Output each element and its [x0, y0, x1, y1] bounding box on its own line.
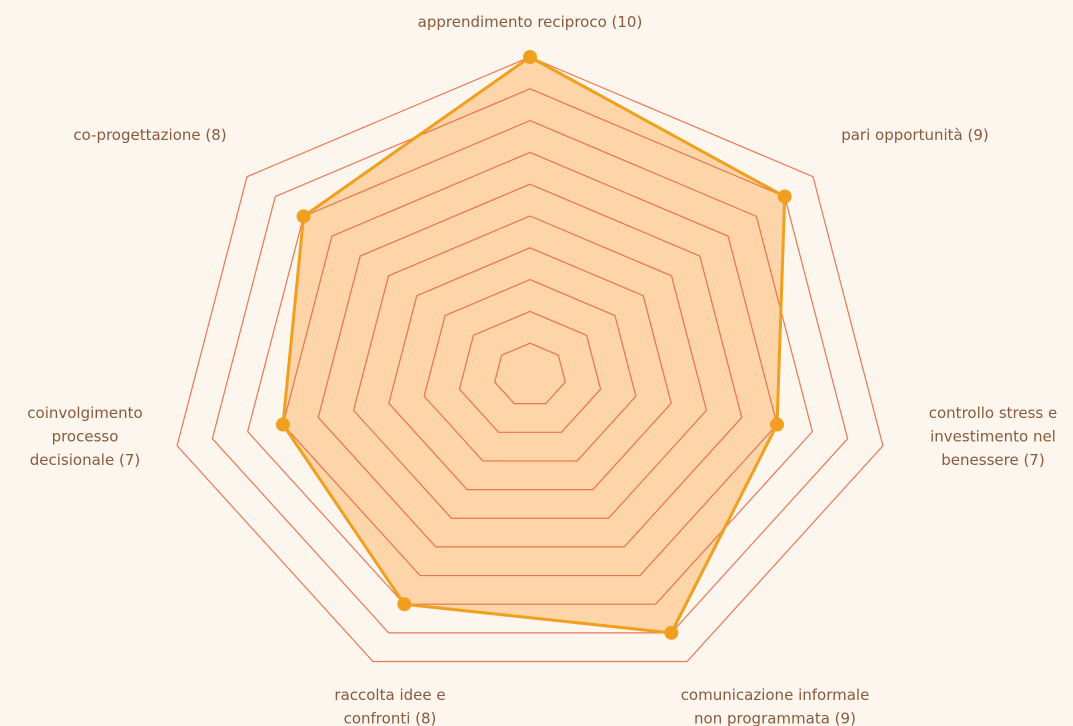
axis-label: raccolta idee e confronti (8)	[334, 686, 445, 726]
axis-label-line: coinvolgimento	[27, 404, 142, 422]
axis-label-line: confronti (8)	[344, 709, 437, 726]
axis-label-line: controllo stress e	[929, 404, 1058, 422]
grid-ring	[423, 278, 637, 462]
data-point	[523, 50, 537, 64]
axis-label-line: co-progettazione (8)	[73, 126, 226, 144]
data-point	[397, 597, 412, 612]
axis-label-line: pari opportunità (9)	[841, 126, 989, 144]
data-line	[281, 55, 787, 635]
axis-label-line: investimento nel	[930, 427, 1056, 445]
axis-label-line: comunicazione informale	[681, 686, 870, 704]
axis-label: controllo stress e investimento nel beness…	[929, 404, 1058, 469]
axis-label-line: processo	[52, 427, 119, 445]
axis-label-line: benessere (7)	[941, 451, 1044, 469]
axis-label-line: apprendimento reciproco (10)	[418, 13, 643, 31]
grid-ring	[246, 119, 814, 605]
axis-label: pari opportunità (9)	[841, 126, 989, 144]
grid-ring	[458, 310, 602, 433]
axis-label: apprendimento reciproco (10)	[418, 13, 643, 31]
axis-label: comunicazione informale non programmata (…	[681, 686, 870, 726]
grid-ring	[176, 56, 884, 663]
axis-label-line: raccolta idee e	[334, 686, 445, 704]
grid-ring	[282, 151, 778, 577]
axis-label: co-progettazione (8)	[73, 126, 226, 144]
grid-ring	[352, 215, 708, 519]
data-point	[275, 417, 290, 432]
grid-ring	[388, 247, 672, 491]
axis-label-line: non programmata (9)	[694, 709, 856, 726]
data-point	[296, 209, 311, 224]
axis-label-line: decisionale (7)	[30, 451, 140, 469]
axis-label: coinvolgimento processo decisionale (7)	[27, 404, 142, 469]
data-point	[770, 417, 785, 432]
grid-ring	[211, 88, 849, 634]
data-point	[664, 625, 679, 640]
grid-ring	[494, 342, 566, 405]
data-point	[777, 189, 792, 204]
grid-ring	[317, 183, 743, 548]
